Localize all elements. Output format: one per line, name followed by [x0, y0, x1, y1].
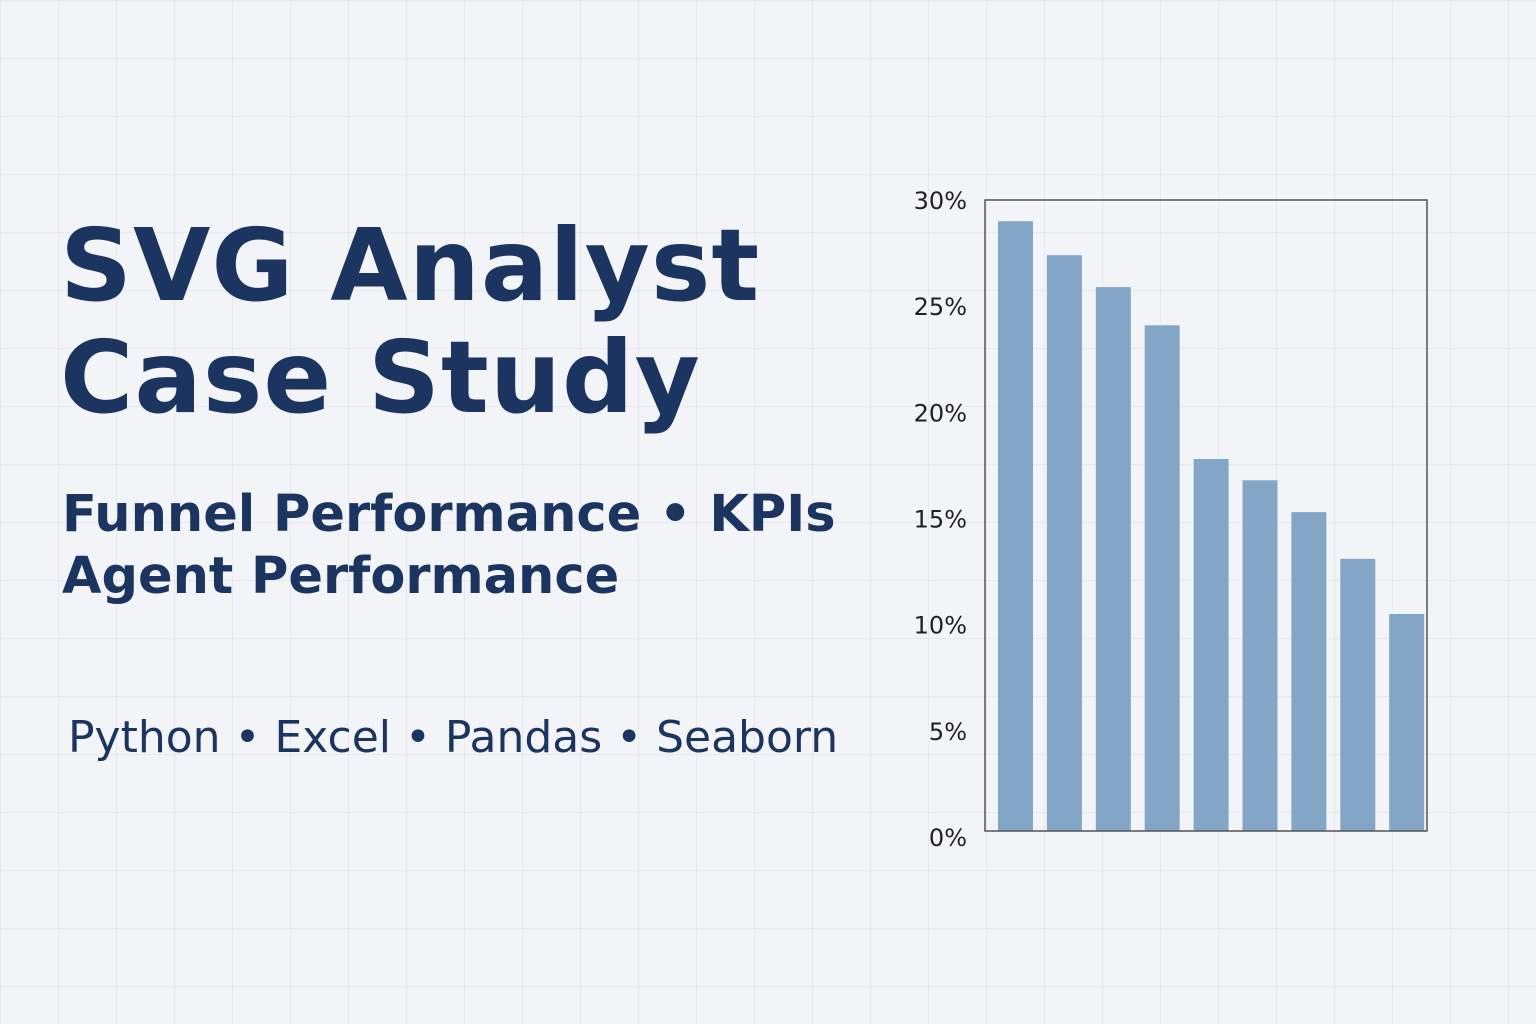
y-tick-label: 5% [929, 718, 967, 746]
bar-1 [998, 221, 1033, 831]
bar-8 [1340, 558, 1376, 831]
subtitle: Funnel Performance • KPIs Agent Performa… [62, 484, 836, 608]
bar-3 [1095, 287, 1131, 832]
plot-frame [984, 199, 1428, 832]
bar-6 [1242, 480, 1278, 831]
bar-2 [1046, 255, 1082, 831]
subtitle-line-2: Agent Performance [62, 547, 620, 606]
y-tick-label: 15% [914, 506, 967, 534]
bars-group [998, 221, 1425, 832]
bar-chart: 0% 5% 10% 15% 20% 25% 30% [914, 187, 1428, 850]
tools-list: Python • Excel • Pandas • Seaborn [68, 712, 839, 763]
title-line-1: SVG Analyst [60, 207, 761, 324]
bar-4 [1144, 325, 1180, 831]
bar-5 [1193, 459, 1229, 831]
y-axis-ticks: 0% 5% 10% 15% 20% 25% 30% [914, 187, 967, 850]
page-title: SVG Analyst Case Study [60, 210, 760, 434]
bar-7 [1291, 512, 1327, 831]
y-tick-label: 25% [914, 293, 967, 321]
subtitle-line-1: Funnel Performance • KPIs [62, 485, 836, 544]
y-tick-label: 10% [914, 612, 967, 640]
y-tick-label: 30% [914, 187, 967, 215]
title-line-2: Case Study [60, 319, 701, 436]
y-tick-label: 0% [929, 824, 967, 850]
bar-9 [1389, 614, 1425, 831]
y-tick-label: 20% [914, 399, 967, 427]
